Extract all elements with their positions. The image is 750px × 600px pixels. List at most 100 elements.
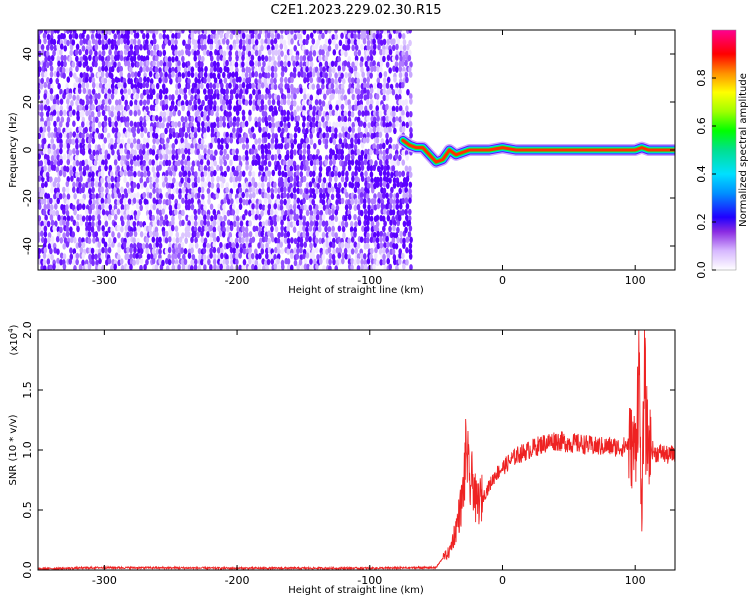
noise-cell <box>107 77 112 85</box>
noise-cell <box>409 236 413 244</box>
noise-cell <box>318 171 323 179</box>
noise-cell <box>261 220 266 228</box>
noise-cell <box>395 143 399 151</box>
noise-cell <box>113 61 117 68</box>
noise-cell <box>78 49 82 56</box>
noise-cell <box>293 45 298 52</box>
noise-cell <box>296 105 300 112</box>
noise-cell <box>55 131 60 139</box>
noise-cell <box>72 109 76 116</box>
noise-cell <box>398 30 402 34</box>
noise-cell <box>263 43 268 50</box>
noise-cell <box>401 125 406 133</box>
noise-cell <box>56 30 60 34</box>
noise-cell <box>43 120 48 127</box>
noise-cell <box>361 71 365 78</box>
noise-cell <box>303 241 308 248</box>
noise-cell <box>177 132 182 140</box>
noise-cell <box>235 37 240 45</box>
noise-cell <box>408 120 413 127</box>
noise-cell <box>386 164 390 171</box>
noise-cell <box>280 230 284 238</box>
noise-cell <box>207 171 212 178</box>
noise-cell <box>120 219 125 227</box>
noise-cell <box>248 109 252 117</box>
noise-cell <box>369 159 373 166</box>
noise-cell <box>63 60 67 68</box>
noise-cell <box>162 143 166 151</box>
noise-cell <box>276 120 281 128</box>
noise-cell <box>119 88 124 95</box>
noise-cell <box>286 55 291 63</box>
noise-cell <box>235 154 239 161</box>
noise-cell <box>158 88 163 96</box>
noise-cell <box>95 259 99 267</box>
noise-cell <box>167 72 172 80</box>
noise-cell <box>385 158 389 166</box>
noise-cell <box>101 99 106 106</box>
noise-cell <box>200 38 204 45</box>
noise-cell <box>197 115 201 123</box>
colorbar-frame <box>711 29 737 271</box>
noise-cell <box>366 182 371 190</box>
noise-cell <box>376 176 380 184</box>
noise-cell <box>362 38 367 45</box>
noise-cell <box>347 38 351 45</box>
noise-cell <box>253 264 258 270</box>
noise-cell <box>193 214 198 221</box>
noise-cell <box>350 236 355 243</box>
noise-cell <box>392 258 397 266</box>
noise-cell <box>251 236 256 243</box>
noise-cell <box>154 264 159 270</box>
noise-cell <box>129 44 134 51</box>
noise-cell <box>54 203 58 210</box>
noise-cell <box>129 158 134 166</box>
noise-cell <box>159 193 163 200</box>
noise-cell <box>313 159 317 166</box>
noise-cell <box>401 33 406 40</box>
noise-cell <box>123 60 128 67</box>
noise-cell <box>353 186 358 194</box>
noise-cell <box>388 48 393 56</box>
noise-cell <box>267 48 272 56</box>
noise-cell <box>270 258 275 265</box>
noise-cell <box>392 143 396 151</box>
noise-cell <box>151 257 156 265</box>
noise-cell <box>193 104 198 111</box>
noise-cell <box>72 181 76 188</box>
noise-cell <box>151 166 156 173</box>
noise-cell <box>91 214 96 222</box>
y-tick-label: 2.0 <box>21 321 34 339</box>
noise-cell <box>200 82 204 90</box>
noise-cell <box>87 39 92 47</box>
noise-cell <box>213 213 218 221</box>
noise-cell <box>143 171 147 178</box>
noise-cell <box>370 226 375 233</box>
noise-cell <box>382 181 387 188</box>
noise-cell <box>94 181 99 188</box>
noise-cell <box>376 242 381 250</box>
noise-cell <box>266 32 271 39</box>
noise-cell <box>200 61 204 68</box>
noise-cell <box>58 132 63 139</box>
noise-cell <box>315 230 319 237</box>
noise-cell <box>401 182 406 189</box>
noise-cell <box>274 133 278 140</box>
noise-cell <box>200 176 205 183</box>
noise-cell <box>328 153 333 161</box>
noise-cell <box>378 181 383 188</box>
noise-cell <box>174 203 178 210</box>
noise-cell <box>197 171 202 178</box>
noise-cell <box>281 65 285 73</box>
noise-cell <box>84 48 89 56</box>
noise-cell <box>84 104 89 111</box>
noise-cell <box>94 144 99 151</box>
noise-cell <box>38 215 42 222</box>
noise-cell <box>327 236 332 243</box>
noise-cell <box>386 209 390 217</box>
noise-cell <box>200 111 204 118</box>
noise-cell <box>353 204 358 212</box>
noise-cell <box>290 76 294 84</box>
noise-cell <box>46 92 51 100</box>
noise-cell <box>190 192 195 199</box>
